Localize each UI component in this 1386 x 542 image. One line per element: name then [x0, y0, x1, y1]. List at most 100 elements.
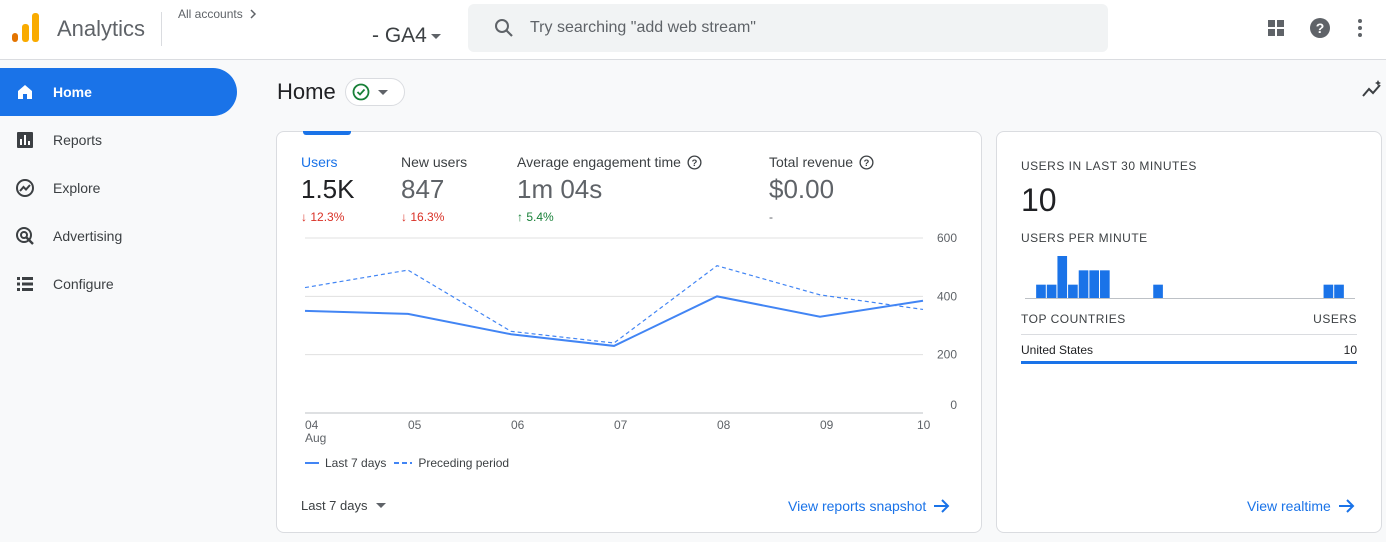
users-column-header: USERS	[1313, 312, 1357, 326]
metric-change: ↓ 16.3%	[401, 210, 445, 224]
view-realtime-link[interactable]: View realtime	[1247, 498, 1355, 514]
realtime-users-value: 10	[1021, 182, 1057, 218]
minute-bar[interactable]	[1100, 270, 1110, 299]
sidebar-item-label: Home	[53, 84, 92, 100]
all-accounts-label: All accounts	[178, 7, 243, 21]
metric-avg-engagement[interactable]: Average engagement time ? 1m 04s ↑ 5.4%	[517, 154, 702, 224]
country-row[interactable]: United States 10	[1021, 343, 1357, 357]
metric-value: 847	[401, 174, 445, 204]
series-line-last-7-days	[304, 295, 924, 347]
x-tick-label: 09	[820, 418, 834, 432]
home-icon	[14, 81, 36, 103]
bar-chart-baseline	[1025, 298, 1355, 299]
minute-bar[interactable]	[1068, 284, 1078, 299]
sidebar-item-label: Explore	[53, 180, 101, 196]
sidebar-item-reports[interactable]: Reports	[0, 116, 237, 164]
metric-value: 1.5K	[301, 174, 355, 204]
country-share-bar	[1021, 361, 1357, 364]
metric-label: Users	[301, 154, 338, 170]
svg-text:?: ?	[692, 157, 698, 167]
metric-label: Total revenue ?	[769, 154, 874, 170]
legend-label: Preceding period	[418, 456, 510, 470]
svg-text:?: ?	[864, 157, 870, 167]
metric-value: $0.00	[769, 174, 835, 204]
help-outline-icon[interactable]: ?	[687, 154, 702, 170]
overview-card: Users 1.5K ↓ 12.3% New users 847 ↓ 16.3%…	[276, 131, 982, 533]
page-title: Home	[277, 79, 336, 104]
minute-bar[interactable]	[1046, 284, 1057, 299]
metric-new-users[interactable]: New users 847 ↓ 16.3%	[401, 154, 467, 224]
metric-total-revenue[interactable]: Total revenue ? $0.00 -	[769, 154, 874, 224]
metric-change: -	[769, 210, 773, 224]
help-outline-icon[interactable]: ?	[859, 154, 874, 170]
dropdown-arrow-icon	[430, 33, 441, 39]
svg-text:?: ?	[1316, 20, 1325, 36]
help-icon[interactable]: ?	[1308, 16, 1332, 40]
minute-bar[interactable]	[1089, 270, 1100, 299]
date-range-label: Last 7 days	[301, 498, 368, 513]
minute-bar[interactable]	[1057, 256, 1068, 299]
sidebar-item-label: Advertising	[53, 228, 123, 244]
x-tick-label: 10	[917, 418, 931, 432]
country-users: 10	[1343, 343, 1357, 357]
dropdown-arrow-icon	[378, 89, 388, 95]
y-tick-label: 200	[937, 348, 957, 362]
sidebar-item-configure[interactable]: Configure	[0, 260, 237, 308]
arrow-down-icon: ↓	[401, 210, 407, 224]
realtime-card: USERS IN LAST 30 MINUTES 10 USERS PER MI…	[996, 131, 1382, 533]
sidebar-item-home[interactable]: Home	[0, 68, 237, 116]
minute-bar[interactable]	[1323, 284, 1334, 299]
date-range-selector[interactable]: Last 7 days	[301, 498, 386, 513]
insights-icon[interactable]	[1362, 79, 1384, 99]
arrow-up-icon: ↑	[517, 210, 523, 224]
top-app-bar: Analytics All accounts - GA4 ?	[0, 0, 1386, 60]
more-vert-icon[interactable]	[1348, 16, 1372, 40]
metric-users[interactable]: Users 1.5K ↓ 12.3%	[301, 154, 355, 224]
search-icon	[495, 19, 513, 37]
x-tick-sublabel: Aug	[305, 431, 326, 445]
arrow-down-icon: ↓	[301, 210, 307, 224]
arrow-forward-icon	[934, 499, 950, 513]
view-reports-snapshot-link[interactable]: View reports snapshot	[788, 498, 950, 514]
sidebar-item-label: Reports	[53, 132, 103, 148]
metric-change: ↑ 5.4%	[517, 210, 554, 224]
metric-label: Average engagement time ?	[517, 154, 702, 170]
minute-bar[interactable]	[1078, 270, 1089, 299]
legend-item-preceding-period: Preceding period	[394, 456, 509, 470]
minute-bar[interactable]	[1334, 284, 1344, 299]
search-input[interactable]	[530, 19, 1090, 37]
explore-icon	[14, 177, 36, 199]
advertising-icon	[14, 225, 36, 247]
link-label: View reports snapshot	[788, 498, 927, 514]
sidebar-item-advertising[interactable]: Advertising	[0, 212, 237, 260]
selected-tab-indicator	[303, 131, 351, 135]
header-divider	[161, 12, 162, 46]
all-accounts-link[interactable]: All accounts	[178, 7, 257, 21]
series-line-preceding-period	[304, 265, 924, 344]
minute-bar[interactable]	[1153, 284, 1163, 299]
x-tick-label: 08	[717, 418, 731, 432]
top-countries-header: TOP COUNTRIES	[1021, 312, 1126, 326]
minute-bar[interactable]	[1036, 284, 1046, 299]
chart-legend: Last 7 days Preceding period	[305, 456, 517, 470]
legend-item-last-7-days: Last 7 days	[305, 456, 386, 470]
sidebar-item-label: Configure	[53, 276, 114, 292]
dropdown-arrow-icon	[375, 503, 386, 508]
users-last-30-caption: USERS IN LAST 30 MINUTES	[1021, 159, 1197, 173]
apps-grid-icon[interactable]	[1264, 16, 1288, 40]
legend-label: Last 7 days	[325, 456, 387, 470]
country-name: United States	[1021, 343, 1094, 357]
sidebar-item-explore[interactable]: Explore	[0, 164, 237, 212]
link-label: View realtime	[1247, 498, 1331, 514]
reports-icon	[14, 129, 36, 151]
table-divider	[1021, 334, 1357, 335]
x-tick-label: 06	[511, 418, 525, 432]
check-circle-icon	[352, 83, 370, 101]
y-tick-label: 600	[937, 231, 957, 245]
analytics-logo-icon[interactable]	[12, 13, 40, 43]
property-selector[interactable]: - GA4	[372, 24, 441, 48]
users-line-chart: 600 400 200 0 04 05 06 07 08 09 10 Aug	[304, 231, 957, 445]
status-chip[interactable]	[345, 78, 405, 106]
metric-value: 1m 04s	[517, 174, 603, 204]
search-bar[interactable]	[468, 4, 1108, 52]
